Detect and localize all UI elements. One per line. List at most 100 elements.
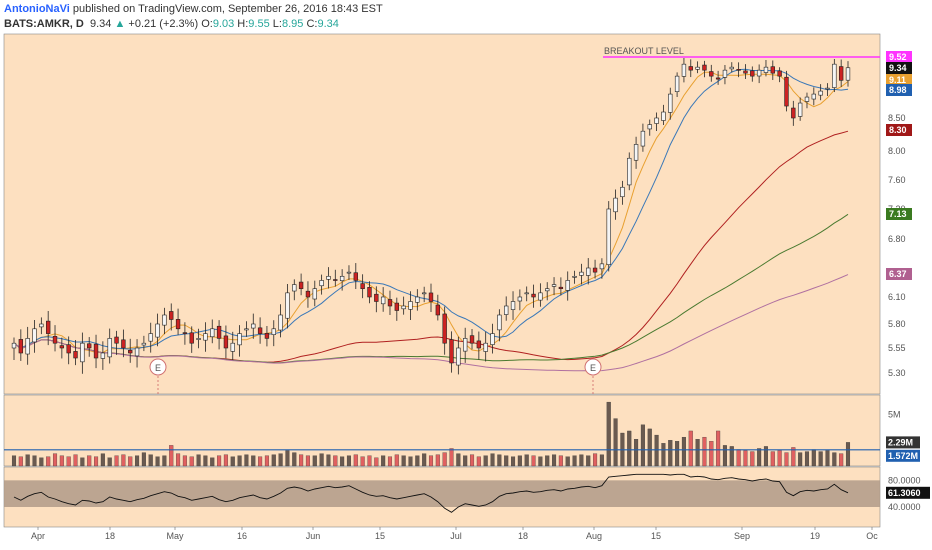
- candle: [736, 62, 741, 78]
- candle-body: [715, 77, 721, 80]
- candle: [148, 322, 153, 353]
- volume-bar: [681, 436, 686, 467]
- price-tag: [886, 208, 912, 220]
- candle: [592, 259, 598, 279]
- candle-body: [319, 280, 324, 287]
- candle-body: [230, 342, 235, 352]
- candle-body: [298, 281, 304, 290]
- candle: [230, 331, 235, 361]
- volume-bar: [845, 442, 851, 467]
- candle: [374, 286, 379, 313]
- volume-bar: [818, 451, 823, 467]
- candle: [25, 326, 30, 365]
- volume-bar: [743, 450, 748, 467]
- candle: [278, 304, 283, 338]
- candle-body: [128, 350, 133, 354]
- candle-body: [380, 296, 386, 305]
- candle: [702, 60, 707, 78]
- price-tag: [886, 62, 912, 74]
- candle: [613, 189, 618, 220]
- candle: [169, 303, 174, 331]
- volume-bar: [695, 439, 700, 467]
- candle: [175, 308, 181, 335]
- candle-body: [435, 304, 441, 316]
- volume-bar: [217, 455, 222, 467]
- candle: [545, 282, 550, 301]
- price-axis-tick: 5.55: [888, 343, 906, 353]
- volume-axis-tick: 5M: [888, 409, 901, 419]
- candle: [32, 319, 37, 353]
- candle: [558, 277, 564, 296]
- candle: [565, 271, 570, 301]
- candle-body: [811, 93, 816, 100]
- candle-body: [87, 343, 92, 349]
- ma200-line: [13, 274, 849, 372]
- volume-bar: [189, 456, 194, 467]
- candle-body: [620, 186, 625, 198]
- candle-body: [292, 284, 297, 292]
- volume-bar: [497, 454, 502, 467]
- candle: [722, 65, 728, 85]
- price-axis-tick: 6.80: [888, 234, 906, 244]
- candle: [510, 291, 516, 320]
- volume-bar: [606, 401, 611, 467]
- candle-body: [360, 283, 365, 290]
- volume-bar: [394, 454, 399, 467]
- volume-bar: [736, 449, 741, 467]
- volume-bar: [326, 454, 331, 467]
- candle-body: [162, 314, 167, 326]
- candle-body: [647, 124, 652, 130]
- volume-bar: [128, 456, 133, 467]
- volume-bar: [196, 454, 201, 467]
- volume-bar: [750, 451, 755, 467]
- candle-body: [510, 301, 516, 310]
- rsi-line: [13, 473, 849, 513]
- candle: [312, 280, 317, 307]
- candle-body: [592, 267, 598, 273]
- candle: [141, 335, 147, 352]
- volume-bar: [647, 428, 652, 467]
- volume-bar: [422, 453, 427, 467]
- volume-bar: [722, 445, 727, 467]
- volume-bar: [312, 455, 317, 467]
- candle-body: [196, 338, 201, 340]
- volume-bar: [798, 452, 803, 467]
- volume-bar: [586, 455, 591, 467]
- volume-bar: [32, 455, 37, 467]
- x-axis-tick: Oc: [866, 531, 878, 541]
- candle: [825, 83, 830, 96]
- candle-body: [490, 333, 495, 345]
- candle: [305, 281, 311, 308]
- volume-bar: [415, 455, 420, 467]
- candle-body: [93, 343, 99, 359]
- volume-bar: [770, 451, 775, 467]
- candle-body: [756, 69, 762, 77]
- price-tag: [886, 51, 912, 63]
- volume-bar: [511, 456, 516, 467]
- earnings-marker-label: E: [590, 363, 596, 373]
- candle: [189, 326, 194, 353]
- candle-body: [121, 339, 126, 349]
- volume-bar: [558, 455, 563, 467]
- volume-bar: [367, 455, 372, 467]
- volume-bar: [155, 456, 160, 467]
- candle-body: [845, 67, 851, 81]
- candle: [668, 87, 673, 120]
- candle: [579, 263, 584, 285]
- candle: [285, 284, 290, 329]
- candle-body: [59, 345, 65, 349]
- volume-bar: [292, 452, 297, 467]
- candle: [572, 270, 577, 284]
- candle: [763, 60, 769, 77]
- candle-body: [586, 267, 591, 276]
- candle-body: [463, 338, 468, 352]
- candle: [93, 334, 99, 369]
- author-link[interactable]: AntonioNaVi: [4, 3, 70, 15]
- volume-bar: [223, 454, 228, 467]
- volume-bar: [811, 449, 816, 467]
- volume-bar: [360, 456, 365, 467]
- candle: [353, 263, 358, 290]
- candle-body: [579, 271, 584, 276]
- candle: [66, 336, 71, 365]
